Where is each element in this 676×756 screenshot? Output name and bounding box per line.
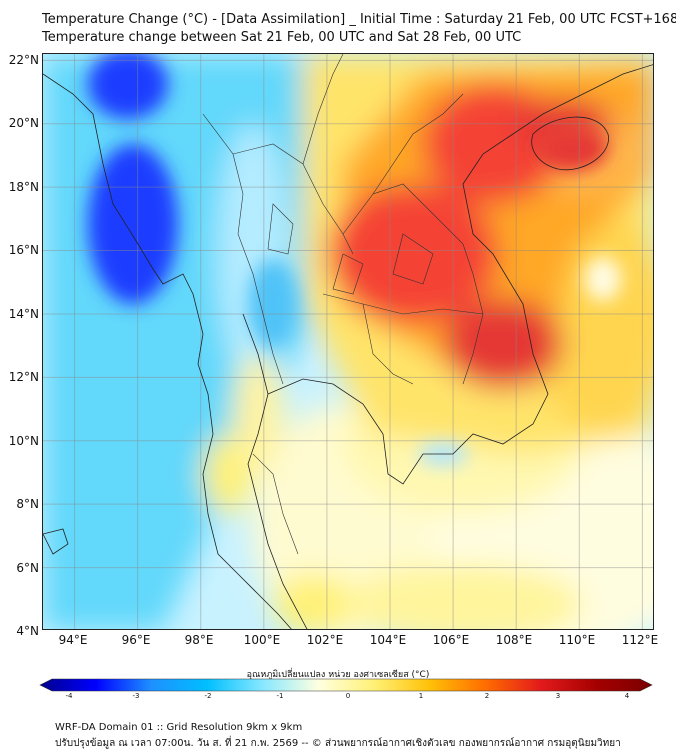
- colorbar: [39, 678, 653, 692]
- borders: [202, 54, 484, 555]
- lon-label-108e: 108°E: [495, 633, 533, 647]
- map-title: Temperature Change (°C) - [Data Assimila…: [42, 12, 676, 27]
- colorbar-tick-neg3: -3: [132, 692, 140, 700]
- lat-label-10n: 10°N: [8, 434, 39, 448]
- lon-label-98e: 98°E: [184, 633, 214, 647]
- lon-label-112e: 112°E: [621, 633, 659, 647]
- colorbar-tick-neg2: -2: [204, 692, 212, 700]
- lat-label-4n: 4°N: [16, 624, 39, 638]
- colorbar-tick-0: 0: [345, 692, 351, 700]
- coastlines: [43, 64, 653, 629]
- lon-label-100e: 100°E: [243, 633, 281, 647]
- lon-label-110e: 110°E: [558, 633, 596, 647]
- lat-label-14n: 14°N: [8, 307, 39, 321]
- colorbar-tick-2: 2: [484, 692, 490, 700]
- colorbar-tick-neg4: -4: [65, 692, 73, 700]
- colorbar-tick-4: 4: [624, 692, 630, 700]
- footer-model-info: WRF-DA Domain 01 :: Grid Resolution 9km …: [55, 722, 303, 733]
- map-subtitle: Temperature change between Sat 21 Feb, 0…: [42, 30, 522, 45]
- colorbar-tick-neg1: -1: [276, 692, 284, 700]
- lat-label-22n: 22°N: [8, 53, 39, 67]
- lat-label-6n: 6°N: [16, 561, 39, 575]
- lat-label-18n: 18°N: [8, 180, 39, 194]
- colorbar-tick-3: 3: [555, 692, 561, 700]
- lon-label-96e: 96°E: [121, 633, 151, 647]
- footer-update-info: ปรับปรุงข้อมูล ณ เวลา 07:00น. วัน ส. ที่…: [55, 738, 621, 749]
- colorbar-tick-1: 1: [418, 692, 424, 700]
- lat-label-16n: 16°N: [8, 243, 39, 257]
- temperature-change-map: [42, 53, 654, 630]
- lat-label-8n: 8°N: [16, 497, 39, 511]
- lon-label-106e: 106°E: [432, 633, 470, 647]
- lon-label-94e: 94°E: [58, 633, 88, 647]
- colorbar-title: อุณหภูมิเปลี่ยนแปลง หน่วย องศาเซลเซียส (…: [246, 670, 430, 680]
- lat-label-20n: 20°N: [8, 116, 39, 130]
- lat-label-12n: 12°N: [8, 370, 39, 384]
- lon-label-102e: 102°E: [306, 633, 344, 647]
- gridlines: [43, 54, 653, 629]
- lon-label-104e: 104°E: [369, 633, 407, 647]
